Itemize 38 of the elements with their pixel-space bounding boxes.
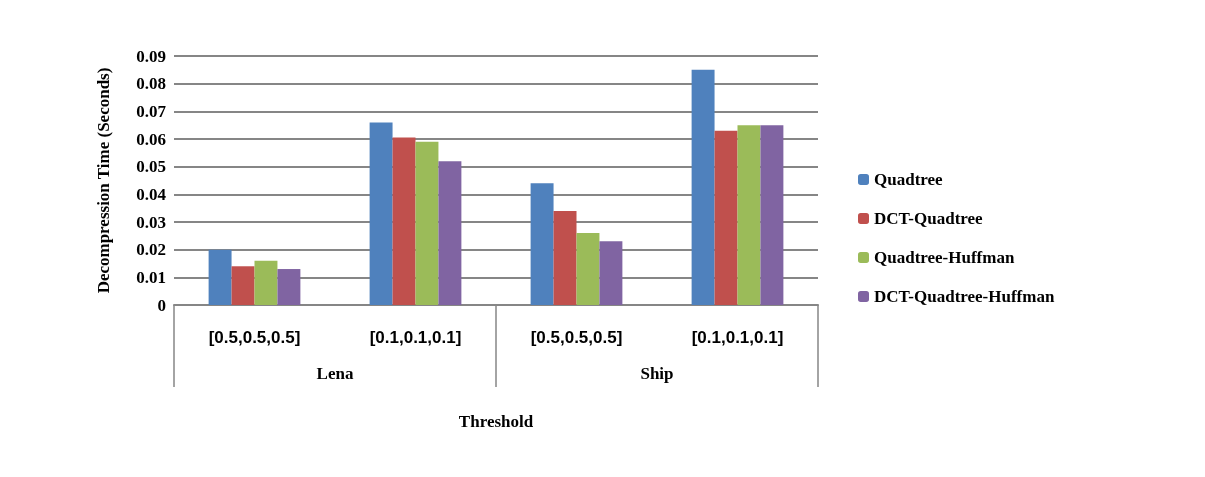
y-tick-label: 0.06 xyxy=(136,129,166,149)
x-tick-label: [0.1,0.1,0.1] xyxy=(369,328,462,347)
bar xyxy=(530,183,554,305)
y-tick-label: 0 xyxy=(157,295,166,315)
bar xyxy=(415,141,439,305)
y-tick-label: 0.09 xyxy=(136,46,166,66)
text: Ship xyxy=(640,364,674,383)
bar xyxy=(369,122,393,305)
y-tick-label: 0.08 xyxy=(136,74,166,94)
bar xyxy=(254,260,278,305)
legend-label: Quadtree xyxy=(874,170,944,189)
y-tick-label: 0.05 xyxy=(136,157,166,177)
bar xyxy=(438,161,462,305)
bar xyxy=(553,210,577,305)
y-axis-title: Decompression Time (Seconds) xyxy=(94,67,113,294)
legend-label: DCT-Quadtree-Huffman xyxy=(874,287,1055,306)
bar xyxy=(599,241,623,305)
bar xyxy=(737,125,761,305)
bar xyxy=(392,137,416,305)
text: Lena xyxy=(316,364,354,383)
bar xyxy=(277,269,301,305)
bar xyxy=(576,233,600,305)
y-tick-label: 0.02 xyxy=(136,240,166,260)
bar xyxy=(231,266,255,305)
x-axis-title: Threshold xyxy=(458,412,534,431)
x-tick-label: [0.1,0.1,0.1] xyxy=(691,328,784,347)
y-tick-label: 0.04 xyxy=(136,184,167,204)
bar xyxy=(714,130,738,305)
x-tick-label: [0.5,0.5,0.5] xyxy=(208,328,301,347)
y-tick-label: 0.03 xyxy=(136,212,166,232)
bar xyxy=(760,125,784,305)
x-tick-label: [0.5,0.5,0.5] xyxy=(530,328,623,347)
bar xyxy=(208,249,232,305)
y-tick-label: 0.01 xyxy=(136,267,166,287)
bar xyxy=(691,69,715,305)
y-tick-label: 0.07 xyxy=(136,101,167,121)
legend-label: DCT-Quadtree xyxy=(874,209,984,228)
legend-label: Quadtree-Huffman xyxy=(874,248,1015,267)
